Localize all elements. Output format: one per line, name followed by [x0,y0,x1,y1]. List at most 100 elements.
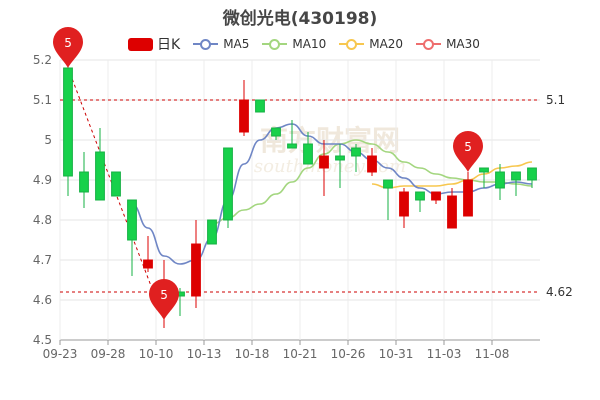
y-tick-label: 5 [44,133,52,147]
x-tick-label: 11-08 [475,347,510,361]
candle [271,127,281,140]
marker-pin-shape [53,27,83,68]
candle-body [223,147,233,221]
candle-body [207,219,217,245]
candle-body [367,155,377,173]
candle [367,148,377,176]
candle [351,144,361,172]
candle-body [79,171,89,193]
y-tick-label: 4.9 [33,173,52,187]
marker-label: 5 [160,288,168,302]
legend-item-ma5[interactable]: MA5 [193,37,249,51]
y-tick-label: 5.2 [33,53,52,67]
reference-line-label: 5.1 [546,93,565,107]
marker-label: 5 [64,36,72,50]
candle-body [143,259,153,269]
candle-body [335,155,345,161]
candle-body [127,199,137,241]
candle-body [287,143,297,149]
marker-pin-shape [453,131,483,172]
candle [191,220,201,308]
ma5-swatch-icon [193,37,219,51]
ma20-line [371,161,533,189]
legend-item-dayk[interactable]: 日K [128,34,180,54]
candle-body [271,127,281,137]
x-tick-label: 10-21 [283,347,318,361]
candle-body [303,143,313,165]
candle-body [527,167,537,181]
candle [463,172,473,217]
x-tick-label: 10-18 [235,347,270,361]
candle-body [239,99,249,133]
candle-body [511,171,521,181]
marker-pin: 5 [53,27,83,68]
candle [527,167,537,188]
candle [335,144,345,188]
candle [207,219,217,245]
ma10-line [211,139,533,225]
y-tick-label: 4.8 [33,213,52,227]
legend-label-dayk: 日K [157,37,181,53]
ma10-swatch-icon [262,37,288,51]
candle-body [463,179,473,217]
marker-pin: 5 [453,131,483,172]
y-tick-label: 4.7 [33,253,52,267]
candle [287,120,297,149]
x-tick-label: 10-10 [139,347,174,361]
candle [223,147,233,228]
candle-body [447,195,457,229]
candle [239,80,249,136]
candle-body [399,191,409,217]
candle [303,132,313,165]
candle [255,99,265,113]
legend-label-ma20: MA20 [369,37,404,51]
candle [495,164,505,200]
legend: 日K MA5 MA10 MA20 MA30 [128,34,493,54]
x-tick-label: 09-23 [43,347,78,361]
candle-swatch-icon [128,37,153,51]
legend-label-ma5: MA5 [223,37,250,51]
marker-pin-shape [149,279,179,320]
candle [479,167,489,188]
reference-line-label: 4.62 [546,285,573,299]
legend-item-ma30[interactable]: MA30 [416,37,480,51]
y-tick-label: 4.5 [33,333,52,347]
candle [399,188,409,228]
candle-body [495,171,505,189]
candle [383,179,393,220]
candle-body [111,171,121,197]
x-tick-label: 09-28 [91,347,126,361]
candle-body [383,179,393,189]
x-tick-label: 11-03 [427,347,462,361]
candle [143,236,153,272]
candle [431,191,441,204]
candle-body [191,243,201,297]
y-tick-label: 4.6 [33,293,52,307]
x-tick-label: 10-31 [379,347,414,361]
chart-title: 微创光电(430198) [222,9,378,29]
x-tick-label: 10-13 [187,347,222,361]
candle [511,171,521,196]
candle-body [95,151,105,201]
candle [79,152,89,208]
candle [63,64,73,196]
candle [447,188,457,229]
legend-item-ma10[interactable]: MA10 [262,37,326,51]
candle-body [351,147,361,157]
legend-item-ma20[interactable]: MA20 [339,37,403,51]
candle-body [63,67,73,177]
candle [127,199,137,276]
legend-label-ma10: MA10 [292,37,327,51]
candle [319,140,329,196]
candle [111,171,121,197]
y-tick-label: 5.1 [33,93,52,107]
candle-body [479,167,489,173]
candle-body [319,155,329,169]
candle-body [255,99,265,113]
marker-label: 5 [464,140,472,154]
candle [95,128,105,201]
ma30-swatch-icon [416,37,442,51]
candle-body [431,191,441,201]
